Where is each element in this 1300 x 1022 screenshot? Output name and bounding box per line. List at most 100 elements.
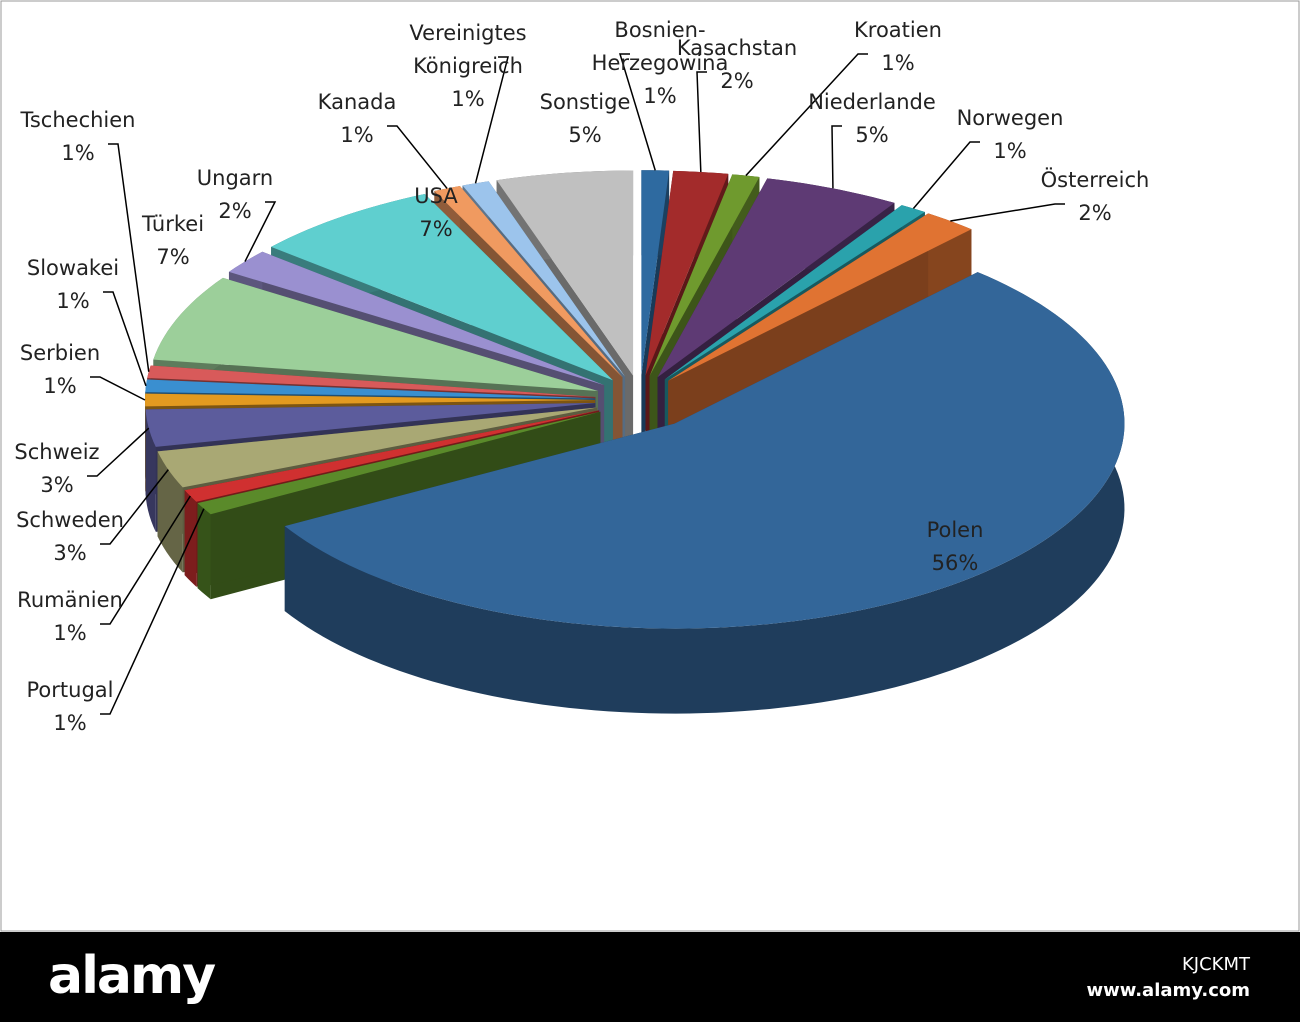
leader-line xyxy=(244,201,277,262)
label-value: 2% xyxy=(1078,201,1112,225)
label-value: 1% xyxy=(451,87,485,111)
slice xyxy=(197,411,601,515)
slice xyxy=(184,410,600,502)
label-name: USA xyxy=(414,184,458,208)
data-label: Niederlande 5% xyxy=(787,86,957,152)
leader-line xyxy=(696,71,707,173)
data-label: Schweden 3% xyxy=(0,504,155,570)
slice xyxy=(147,365,596,397)
label-value: 5% xyxy=(568,123,602,147)
data-label: Kanada 1% xyxy=(272,86,442,152)
label-name: Kanada xyxy=(317,90,397,114)
label-name: Sonstige xyxy=(539,90,631,114)
slice xyxy=(228,251,605,386)
label-value: 1% xyxy=(53,621,87,645)
slice xyxy=(641,170,670,376)
leader-line xyxy=(912,141,980,209)
slice-side xyxy=(284,272,1125,714)
label-name: Portugal xyxy=(26,678,114,702)
label-value: 7% xyxy=(419,217,453,241)
label-value: 1% xyxy=(881,51,915,75)
image-id: KJCKMT xyxy=(1181,954,1250,975)
slice-side xyxy=(157,451,183,573)
slice xyxy=(284,272,1125,629)
data-label: Portugal 1% xyxy=(0,674,155,740)
data-label: USA 7% xyxy=(351,180,521,246)
label-name: Polen xyxy=(926,518,984,542)
label-value: 5% xyxy=(855,123,889,147)
slice xyxy=(157,407,598,488)
label-name: Rumänien xyxy=(17,588,123,612)
leader-line xyxy=(474,56,509,184)
label-name: Schweden xyxy=(16,508,124,532)
slice xyxy=(434,186,623,378)
label-name: Schweiz xyxy=(14,440,100,464)
leader-line xyxy=(387,125,448,189)
slice xyxy=(145,393,595,407)
data-label: Kroatien 1% xyxy=(813,14,983,80)
slice-side xyxy=(197,503,211,600)
data-label: Schweiz 3% xyxy=(0,436,142,502)
leader-line xyxy=(831,125,842,189)
data-label: Norwegen 1% xyxy=(925,102,1095,168)
data-label: Kasachstan 2% xyxy=(652,32,822,98)
label-name: Kasachstan xyxy=(676,36,798,60)
label-name: Türkei xyxy=(141,212,205,236)
leader-line xyxy=(87,427,150,477)
slice xyxy=(462,181,626,377)
slice xyxy=(153,277,599,392)
slice-side xyxy=(145,409,156,532)
leader-line xyxy=(618,53,656,171)
chart xyxy=(0,0,1300,932)
leader-line xyxy=(745,53,868,177)
slice xyxy=(664,205,925,380)
label-value: 1% xyxy=(340,123,374,147)
data-label: Rumänien 1% xyxy=(0,584,155,650)
label-name: Niederlande xyxy=(808,90,936,114)
data-label: Sonstige 5% xyxy=(500,86,670,152)
slice xyxy=(145,379,596,399)
label-value: 1% xyxy=(993,139,1027,163)
label-name: Tschechien xyxy=(20,108,136,132)
label-value: 3% xyxy=(40,473,74,497)
label-name: Kroatien xyxy=(854,18,942,42)
label-value: 1% xyxy=(43,374,77,398)
leader-line xyxy=(108,143,150,372)
label-name: Ungarn xyxy=(196,166,274,190)
label-name: Serbien xyxy=(19,341,101,365)
label-name: Österreich xyxy=(1040,168,1150,192)
slice xyxy=(645,170,729,376)
slice xyxy=(657,178,895,378)
leader-line xyxy=(103,291,147,387)
data-label: Bosnien-Herzegowina 1% xyxy=(575,14,745,113)
slice xyxy=(668,213,972,381)
label-name: Vereinigtes Königreich xyxy=(409,21,527,78)
data-label: Ungarn 2% xyxy=(150,162,320,228)
footer: alamy KJCKMT www.alamy.com xyxy=(0,932,1300,1022)
data-label: Türkei 7% xyxy=(88,208,258,274)
leader-line xyxy=(100,495,191,625)
label-value: 2% xyxy=(720,69,754,93)
label-name: Norwegen xyxy=(956,106,1064,130)
leader-line xyxy=(90,376,146,401)
label-value: 56% xyxy=(931,551,979,575)
leader-line xyxy=(950,203,1065,222)
brand: alamy xyxy=(48,946,216,1006)
data-label: Tschechien 1% xyxy=(0,104,163,170)
slice xyxy=(496,170,634,376)
label-value: 1% xyxy=(61,141,95,165)
url: www.alamy.com xyxy=(1086,980,1250,1001)
data-label: Slowakei 1% xyxy=(0,252,158,318)
label-value: 2% xyxy=(218,199,252,223)
data-label: Serbien 1% xyxy=(0,337,145,403)
slice xyxy=(649,174,760,376)
slice xyxy=(271,194,613,381)
label-name: Slowakei xyxy=(26,256,120,280)
label-name: Bosnien-Herzegowina xyxy=(591,18,729,75)
label-value: 1% xyxy=(53,711,87,735)
data-label: Vereinigtes Königreich 1% xyxy=(383,17,553,116)
label-value: 1% xyxy=(643,84,677,108)
data-label: Polen 56% xyxy=(870,514,1040,580)
leader-line xyxy=(100,508,205,715)
